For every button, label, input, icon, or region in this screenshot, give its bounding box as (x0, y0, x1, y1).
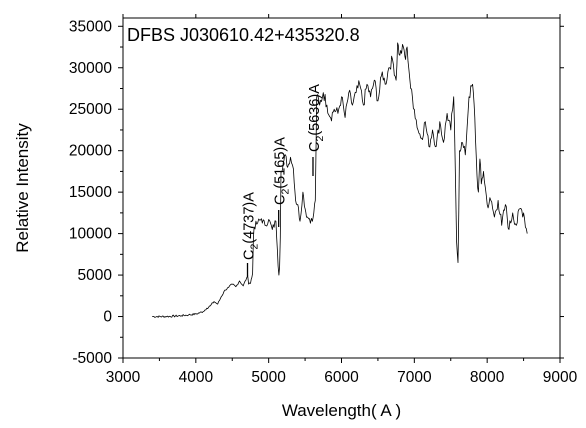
y-tick-label: 10000 (69, 226, 112, 243)
annotation-wavelength: (4737)A (242, 192, 258, 244)
y-axis-title: Relative Intensity (13, 123, 32, 253)
annotation-label: C2(5165)A (273, 137, 292, 205)
y-tick-label: 20000 (69, 143, 112, 160)
y-tick-label: 15000 (69, 184, 112, 201)
annotation-base: C (242, 250, 258, 260)
y-tick-label: 35000 (69, 18, 112, 35)
annotation-text: C2(5636)A (307, 84, 326, 152)
y-tick-label: 0 (103, 309, 112, 326)
y-tick-label: 25000 (69, 101, 112, 118)
spectrum-line (152, 42, 528, 318)
plot-frame (122, 17, 561, 359)
y-tick-label: -5000 (72, 350, 112, 367)
x-axis-title: Wavelength( A ) (282, 401, 401, 420)
x-tick-label: 4000 (179, 369, 214, 386)
x-tick-label: 3000 (106, 369, 141, 386)
annotation-base: C (273, 195, 289, 205)
annotation-subscript: 2 (280, 189, 292, 195)
chart-title: DFBS J030610.42+435320.8 (127, 25, 360, 45)
y-tick-label: 30000 (69, 60, 112, 77)
annotation-wavelength: (5636)A (307, 84, 323, 136)
x-tick-label: 6000 (324, 369, 359, 386)
annotation-label: C2(5636)A (307, 84, 326, 152)
x-tick-label: 7000 (397, 369, 432, 386)
annotation-text: C2(5165)A (273, 137, 292, 205)
annotation-subscript: 2 (314, 136, 326, 142)
annotation-wavelength: (5165)A (273, 137, 289, 189)
x-tick-label: 5000 (251, 369, 286, 386)
x-tick-label: 8000 (470, 369, 505, 386)
annotation-base: C (307, 142, 323, 152)
annotation-subscript: 2 (249, 244, 261, 250)
y-tick-label: 5000 (78, 267, 113, 284)
annotation-label: C2(4737)A (242, 192, 261, 260)
annotation-text: C2(4737)A (242, 192, 261, 260)
x-tick-label: 9000 (543, 369, 578, 386)
